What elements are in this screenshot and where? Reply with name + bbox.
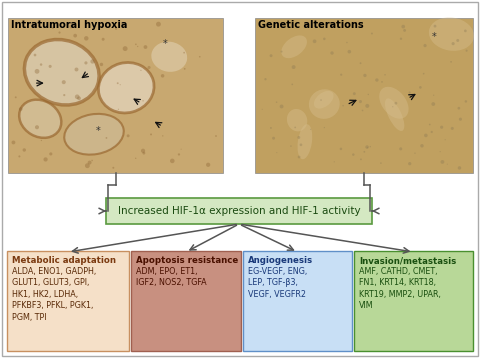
Circle shape xyxy=(371,33,373,34)
Circle shape xyxy=(348,50,351,53)
Circle shape xyxy=(276,152,277,153)
Circle shape xyxy=(360,62,361,64)
Circle shape xyxy=(419,86,422,89)
Circle shape xyxy=(429,124,431,125)
Text: ALDA, ENO1, GADPH,
GLUT1, GLUT3, GPI,
HK1, HK2, LDHA,
PFKBF3, PFKL, PGK1,
PGM, T: ALDA, ENO1, GADPH, GLUT1, GLUT3, GPI, HK… xyxy=(12,267,96,322)
Text: Apoptosis resistance: Apoptosis resistance xyxy=(136,256,238,265)
Circle shape xyxy=(459,118,462,121)
Circle shape xyxy=(74,68,78,72)
Circle shape xyxy=(291,83,293,85)
Circle shape xyxy=(346,42,348,43)
Circle shape xyxy=(84,36,88,40)
Circle shape xyxy=(19,107,23,111)
Text: AMF, CATHD, CMET,
FN1, KRT14, KRT18,
KRT19, MMP2, UPAR,
VIM: AMF, CATHD, CMET, FN1, KRT14, KRT18, KRT… xyxy=(359,267,441,310)
Circle shape xyxy=(464,29,467,32)
Circle shape xyxy=(320,99,322,101)
Circle shape xyxy=(35,69,39,74)
Circle shape xyxy=(41,140,42,141)
Circle shape xyxy=(334,161,335,163)
Circle shape xyxy=(281,50,283,53)
Ellipse shape xyxy=(429,18,474,51)
Circle shape xyxy=(456,39,459,42)
Circle shape xyxy=(451,127,454,130)
Circle shape xyxy=(444,139,446,140)
Circle shape xyxy=(206,163,210,167)
Ellipse shape xyxy=(19,100,61,138)
Circle shape xyxy=(408,162,411,165)
Circle shape xyxy=(262,109,263,110)
Circle shape xyxy=(365,145,369,149)
Circle shape xyxy=(180,149,181,150)
Circle shape xyxy=(424,134,428,137)
Circle shape xyxy=(264,78,266,80)
Circle shape xyxy=(313,39,316,43)
Circle shape xyxy=(270,127,272,129)
Circle shape xyxy=(35,125,39,129)
Circle shape xyxy=(156,22,161,26)
Circle shape xyxy=(106,137,108,139)
Circle shape xyxy=(300,144,302,146)
Circle shape xyxy=(408,92,411,93)
Circle shape xyxy=(323,38,325,40)
Circle shape xyxy=(117,82,119,84)
Circle shape xyxy=(49,153,52,155)
Text: Increased HIF-1α expression and HIF-1 activity: Increased HIF-1α expression and HIF-1 ac… xyxy=(118,206,360,216)
Circle shape xyxy=(84,61,87,64)
Circle shape xyxy=(310,129,312,130)
Ellipse shape xyxy=(64,114,124,155)
Circle shape xyxy=(440,126,443,129)
Circle shape xyxy=(457,107,460,110)
Circle shape xyxy=(433,95,434,96)
Circle shape xyxy=(127,134,130,137)
Circle shape xyxy=(123,46,128,51)
Circle shape xyxy=(360,159,362,160)
Circle shape xyxy=(401,25,405,28)
Circle shape xyxy=(162,135,163,136)
Circle shape xyxy=(77,96,81,100)
Circle shape xyxy=(102,38,105,41)
Circle shape xyxy=(85,163,90,168)
Circle shape xyxy=(91,160,93,161)
Circle shape xyxy=(184,68,186,70)
Ellipse shape xyxy=(98,63,154,113)
FancyBboxPatch shape xyxy=(7,251,129,351)
Circle shape xyxy=(290,145,292,147)
Text: Invasion/metastasis: Invasion/metastasis xyxy=(359,256,456,265)
Circle shape xyxy=(23,148,26,152)
Circle shape xyxy=(135,44,137,45)
Circle shape xyxy=(375,78,379,82)
Circle shape xyxy=(359,100,362,103)
Circle shape xyxy=(363,74,367,77)
Circle shape xyxy=(75,95,80,99)
Circle shape xyxy=(120,84,121,85)
Circle shape xyxy=(395,102,397,105)
Circle shape xyxy=(340,74,342,76)
Circle shape xyxy=(431,131,433,133)
Circle shape xyxy=(161,74,164,78)
Circle shape xyxy=(90,59,95,64)
FancyBboxPatch shape xyxy=(255,18,473,173)
Text: ADM, EPO, ET1,
IGF2, NOS2, TGFA: ADM, EPO, ET1, IGF2, NOS2, TGFA xyxy=(136,267,206,287)
Text: EG-VEGF, ENG,
LEP, TGF-β3,
VEGF, VEGFR2: EG-VEGF, ENG, LEP, TGF-β3, VEGF, VEGFR2 xyxy=(248,267,307,299)
Circle shape xyxy=(452,42,455,45)
FancyBboxPatch shape xyxy=(106,198,372,224)
Ellipse shape xyxy=(281,35,307,58)
Circle shape xyxy=(18,155,21,158)
Circle shape xyxy=(63,94,65,96)
Circle shape xyxy=(215,135,217,137)
Circle shape xyxy=(342,105,344,106)
Circle shape xyxy=(450,61,452,63)
Circle shape xyxy=(400,38,402,40)
Ellipse shape xyxy=(287,109,307,131)
Circle shape xyxy=(15,96,17,98)
Circle shape xyxy=(199,56,201,58)
FancyBboxPatch shape xyxy=(243,251,352,351)
Circle shape xyxy=(280,105,284,108)
Circle shape xyxy=(414,153,416,154)
Circle shape xyxy=(276,101,277,103)
Circle shape xyxy=(352,153,355,156)
Circle shape xyxy=(270,54,273,57)
Circle shape xyxy=(367,147,368,148)
Circle shape xyxy=(272,137,275,140)
